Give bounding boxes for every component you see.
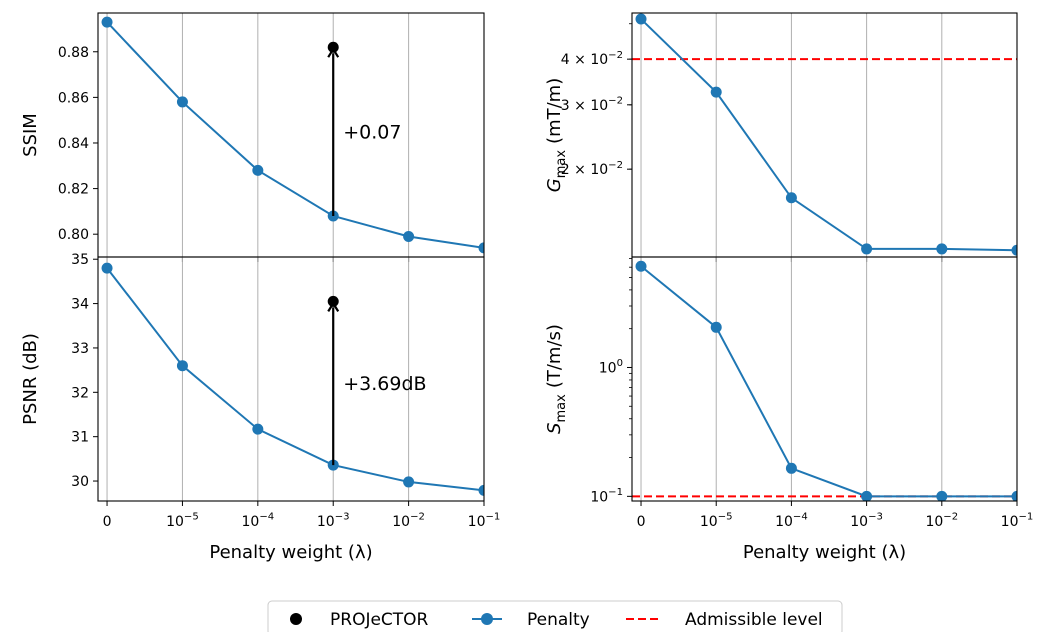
- series-line-penalty: [106, 21, 484, 249]
- arrow-head: [327, 47, 340, 58]
- penalty-point: [635, 13, 647, 25]
- panels: +0.07 0.80 0.82 0.84 0.86 0.88 SSIM +3.69dB 30 31…: [20, 12, 1034, 563]
- x-tick-label: 10−3: [317, 512, 350, 530]
- penalty-point: [710, 321, 722, 333]
- series-line-penalty: [640, 265, 1017, 498]
- plot-area: [101, 16, 484, 254]
- y-tick-label: 0.84: [58, 136, 89, 152]
- penalty-point: [785, 462, 797, 474]
- panel-top-right: 2 × 10−2 3 × 10−2 4 × 10−2 Gmax(mT/m): [544, 12, 1018, 262]
- x-tick-label: 0: [103, 514, 112, 530]
- penalty-point: [936, 490, 948, 501]
- y-tick-label: 2 × 10−2: [561, 160, 623, 178]
- x-tick-label: 10−1: [1001, 512, 1034, 530]
- x-tick-label: 10−3: [850, 512, 883, 530]
- penalty-point: [785, 192, 797, 204]
- x-tick-label: 10−5: [700, 512, 733, 530]
- y-tick-label: 0.80: [58, 227, 89, 243]
- x-tick-label: 10−1: [468, 512, 501, 530]
- y-tick-label: 32: [71, 385, 89, 401]
- arrow-head: [327, 301, 340, 312]
- legend-label: Penalty: [527, 610, 590, 630]
- y-tick-label: 3 × 10−2: [561, 96, 623, 114]
- y-axis-label: SSIM: [20, 113, 41, 157]
- x-axis-label: Penalty weight (λ): [209, 542, 372, 563]
- penalty-point: [252, 423, 264, 435]
- penalty-point: [1011, 244, 1017, 256]
- series-line-penalty: [106, 267, 484, 492]
- improvement-label: +0.07: [343, 122, 401, 144]
- y-tick-label: 35: [71, 252, 89, 268]
- x-tick-label: 0: [637, 514, 646, 530]
- y-axis-label: Smax(T/m/s): [544, 324, 569, 434]
- series-line-penalty: [640, 18, 1017, 252]
- y-tick-label: 0.88: [58, 45, 89, 61]
- y-tick-label: 0.82: [58, 182, 89, 198]
- y-tick-label: 30: [71, 474, 89, 490]
- x-tick-label: 10−2: [392, 512, 425, 530]
- plot-area: [101, 262, 484, 496]
- y-tick-label: 0.86: [58, 90, 89, 106]
- legend-label: PROJeCTOR: [330, 610, 429, 630]
- improvement-label: +3.69dB: [343, 373, 426, 395]
- x-tick-label: 10−5: [166, 512, 199, 530]
- legend-marker-projector: [290, 613, 302, 625]
- legend-box: [267, 600, 843, 632]
- penalty-point: [176, 360, 188, 372]
- axes-frame: [97, 256, 485, 502]
- penalty-point: [403, 230, 415, 242]
- y-tick-label: 31: [71, 430, 89, 446]
- y-tick-label: 33: [71, 341, 89, 357]
- y-axis-label: PSNR (dB): [20, 333, 41, 425]
- legend: PROJeCTOR Penalty Admissible level: [267, 600, 843, 632]
- panel-bottom-right: 10−1 100 0 10−5 10−4 10−3 10−2 10−1 Penalty weig…: [544, 256, 1034, 563]
- axes-frame: [631, 256, 1018, 502]
- penalty-point: [936, 243, 948, 255]
- penalty-point: [861, 243, 873, 255]
- penalty-point: [635, 260, 647, 272]
- x-tick-label: 10−4: [775, 512, 808, 530]
- plot-area: [632, 13, 1017, 256]
- penalty-point: [101, 262, 113, 274]
- plot-area: [632, 260, 1017, 501]
- penalty-point: [176, 96, 188, 108]
- penalty-point: [861, 490, 873, 501]
- x-axis-label: Penalty weight (λ): [743, 542, 906, 563]
- penalty-point: [478, 242, 484, 254]
- y-tick-label: 4 × 10−2: [561, 50, 623, 68]
- penalty-point: [252, 164, 264, 176]
- legend-label: Admissible level: [685, 610, 823, 630]
- penalty-point: [1011, 490, 1017, 501]
- y-tick-label: 10−1: [590, 487, 623, 505]
- y-tick-label: 100: [599, 358, 623, 376]
- penalty-point: [478, 484, 484, 496]
- x-tick-label: 10−4: [241, 512, 274, 530]
- panel-top-left: +0.07 0.80 0.82 0.84 0.86 0.88 SSIM: [20, 12, 485, 262]
- legend-marker-penalty-dot: [481, 613, 493, 625]
- penalty-point: [101, 16, 113, 28]
- y-axis-label: Gmax(mT/m): [544, 78, 569, 192]
- x-tick-label: 10−2: [925, 512, 958, 530]
- y-tick-label: 34: [71, 297, 89, 313]
- axes-frame: [97, 12, 485, 258]
- penalty-point: [403, 476, 415, 488]
- penalty-point: [710, 86, 722, 98]
- panel-bottom-left: +3.69dB 30 31 32 33 34 35 0 10−5 10−4 10−3 10−2 10−1…: [20, 252, 500, 563]
